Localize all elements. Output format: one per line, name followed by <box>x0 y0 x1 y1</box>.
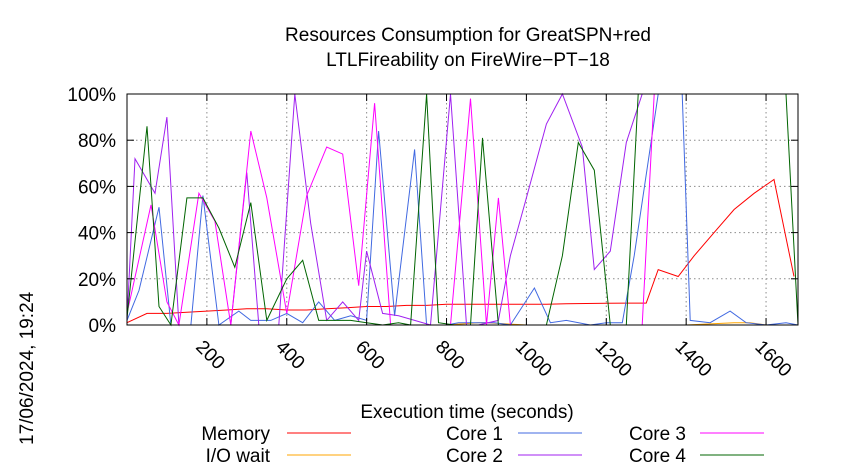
legend-label-core-1: Core 1 <box>446 424 503 445</box>
legend-label-core-4: Core 4 <box>629 446 686 467</box>
y-tick-label: 60% <box>78 177 116 198</box>
series-layer <box>126 92 799 327</box>
series-line-core-2 <box>126 92 798 326</box>
chart-title-line-1: Resources Consumption for GreatSPN+red <box>285 25 651 46</box>
y-tick-label: 0% <box>89 316 117 337</box>
series-line-core-3 <box>126 93 798 327</box>
legend-label-memory: Memory <box>201 424 270 445</box>
timestamp: 17/06/2024, 19:24 <box>17 291 38 445</box>
grid <box>127 94 798 325</box>
series-line-core-4 <box>126 93 799 327</box>
x-axis-label: Execution time (seconds) <box>360 402 573 423</box>
series-line-memory <box>126 178 795 324</box>
x-tick-label: 1200 <box>591 337 636 382</box>
legend-label-core-3: Core 3 <box>629 424 686 445</box>
plot-frame <box>126 93 799 326</box>
y-tick-label: 40% <box>78 224 116 245</box>
y-tick-label: 100% <box>67 85 116 106</box>
x-tick-label: 1400 <box>671 337 716 382</box>
x-tick-label: 600 <box>351 337 388 374</box>
x-tick-label: 1000 <box>511 337 556 382</box>
x-tick-label: 800 <box>431 337 468 374</box>
series-line-core-1 <box>126 93 799 326</box>
legend-label-i-o-wait: I/O wait <box>206 446 271 467</box>
y-tick-label: 80% <box>78 131 116 152</box>
y-axis: 0% 20% 40% 60% 80% 100% <box>67 85 798 337</box>
x-tick-label: 400 <box>271 337 308 374</box>
chart-title-line-2: LTLFireability on FireWire−PT−18 <box>326 50 610 71</box>
x-tick-label: 200 <box>191 337 228 374</box>
y-tick-label: 20% <box>78 270 116 291</box>
x-axis: 200 400 600 800 1000 1200 1400 1600 <box>191 94 795 381</box>
legend-label-core-2: Core 2 <box>446 446 503 467</box>
x-tick-label: 1600 <box>751 337 796 382</box>
